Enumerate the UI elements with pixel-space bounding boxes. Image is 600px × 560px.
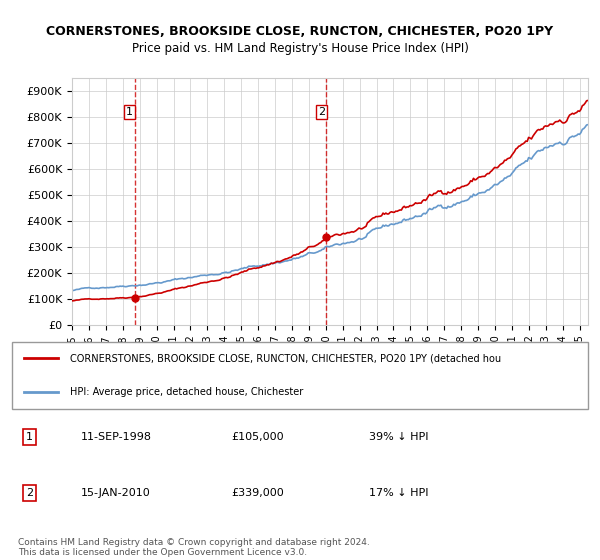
Text: 2: 2 [318,107,325,117]
Text: £105,000: £105,000 [231,432,284,442]
FancyBboxPatch shape [12,342,588,409]
Text: 11-SEP-1998: 11-SEP-1998 [81,432,152,442]
Text: 17% ↓ HPI: 17% ↓ HPI [369,488,428,498]
Text: 1: 1 [26,432,33,442]
Text: 15-JAN-2010: 15-JAN-2010 [81,488,151,498]
Text: Price paid vs. HM Land Registry's House Price Index (HPI): Price paid vs. HM Land Registry's House … [131,42,469,55]
Text: 1: 1 [126,107,133,117]
Text: 2: 2 [26,488,33,498]
Text: CORNERSTONES, BROOKSIDE CLOSE, RUNCTON, CHICHESTER, PO20 1PY: CORNERSTONES, BROOKSIDE CLOSE, RUNCTON, … [46,25,554,38]
Text: HPI: Average price, detached house, Chichester: HPI: Average price, detached house, Chic… [70,387,303,397]
Text: Contains HM Land Registry data © Crown copyright and database right 2024.
This d: Contains HM Land Registry data © Crown c… [18,538,370,557]
Text: CORNERSTONES, BROOKSIDE CLOSE, RUNCTON, CHICHESTER, PO20 1PY (detached hou: CORNERSTONES, BROOKSIDE CLOSE, RUNCTON, … [70,353,501,363]
Text: 39% ↓ HPI: 39% ↓ HPI [369,432,428,442]
Text: £339,000: £339,000 [231,488,284,498]
